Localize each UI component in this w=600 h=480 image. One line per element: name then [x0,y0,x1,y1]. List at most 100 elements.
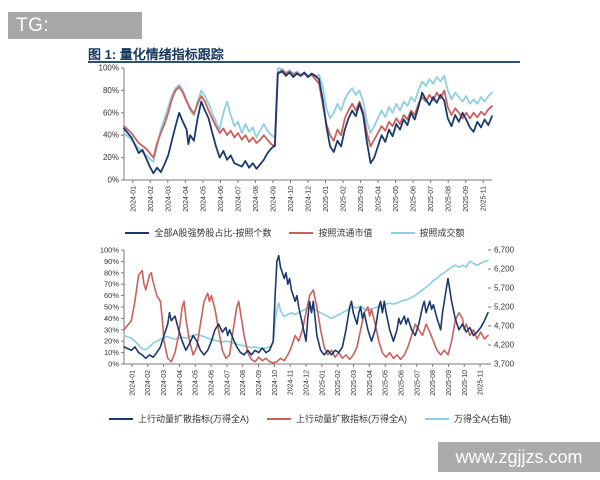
chart-2-legend: 上行动量扩散指标(万得全A) 上行动量扩散指标(万得全A) 万得全A(右轴) [80,412,540,425]
tick-label: 2025-05 [383,370,390,396]
tick-label: 2025-11 [481,186,488,211]
telegram-watermark-badge: TG: MYYJJPP [8,12,142,63]
tick-label: 2024-03 [165,186,172,212]
legend-label: 上行动量扩散指标(万得全A) [138,414,249,424]
legend-item-by-count: 全部A股强势股占比-按照个数 [125,226,271,239]
tick-label: 2024-07 [224,370,231,396]
tick-label: 2024-09 [256,370,263,396]
figure-title: 图 1: 量化情绪指标跟踪 [88,47,224,62]
tick-label: 4,700 [494,322,515,331]
tick-label: 2024-08 [240,370,247,396]
tick-label: 2025-01 [319,370,326,396]
red-line-swatch [267,417,291,420]
lightblue-line-swatch [425,417,449,420]
red-line-swatch [289,231,314,234]
tick-label: 2025-09 [446,370,453,396]
tick-label: 60% [103,108,119,117]
tick-label: 2024-04 [183,186,190,212]
tick-label: 2025-03 [358,186,365,212]
tick-label: 4,200 [494,341,515,350]
tick-label: 90% [104,257,119,266]
tick-label: 70% [104,280,119,289]
tick-label: 2024-04 [177,370,184,396]
tick-label: 60% [104,291,119,300]
tick-label: 50% [104,303,119,312]
chart-momentum-diffusion: 100% 90% 80% 70% 60% 50% 40% 30% 20% 10% 0% 6,700 6,… [90,246,540,408]
chart-svg: 100% 90% 80% 70% 60% 50% 40% 30% 20% 10% 0% 6,700 6,… [100,246,515,396]
tick-label: 2024-05 [193,370,200,396]
tick-label: 2025-08 [446,186,453,212]
legend-item-by-float-cap: 按照流通市值 [289,226,373,239]
legend-item-momentum-red: 上行动量扩散指标(万得全A) [267,412,407,425]
tick-label: 2025-11 [478,370,485,395]
tick-label: 2024-11 [288,370,295,395]
tick-label: 2025-07 [414,370,421,396]
tick-label: 2025-04 [367,370,374,396]
tick-label: 10% [104,348,119,357]
navy-line-swatch [109,417,133,420]
tick-label: 2024-02 [148,186,155,212]
lightblue-line-swatch [390,231,415,234]
tick-label: 2024-10 [272,370,279,396]
tick-label: 2025-08 [430,370,437,396]
tick-label: 2024-10 [288,186,295,212]
tick-label: 80% [103,86,119,95]
tick-label: 5,700 [494,284,515,293]
tick-label: 5,200 [494,303,515,312]
legend-item-wind-all-a: 万得全A(右轴) [425,412,511,425]
website-watermark-badge: www.zgjjzs.com [438,442,600,472]
series-line-1 [123,269,489,364]
tick-label: 3,700 [494,360,515,369]
tick-label: 6,200 [494,265,515,274]
tick-label: 2024-07 [235,186,242,212]
series-line-2 [123,70,493,175]
tick-label: 2025-07 [428,186,435,212]
tick-label: 100% [99,64,119,73]
tick-label: 2024-02 [145,370,152,396]
legend-label: 全部A股强势股占比-按照个数 [154,228,272,238]
tick-label: 2024-12 [304,370,311,396]
tick-label: 2025-10 [462,370,469,396]
tick-label: 40% [103,131,119,140]
legend-label: 按照成交额 [419,228,465,238]
tick-label: 2024-06 [209,370,216,396]
legend-label: 按照流通市值 [318,228,373,238]
legend-label: 万得全A(右轴) [454,414,511,424]
tick-label: 30% [104,325,119,334]
series-line-1 [123,69,493,159]
chart-strong-stock-ratio: 100% 80% 60% 40% 20% 0% 2024-01 2024-02 2024-03 2… [90,64,500,224]
tick-label: 2025-03 [351,370,358,396]
series-line-2 [123,254,489,360]
tick-label: 2024-09 [270,186,277,212]
tick-label: 2025-04 [376,186,383,212]
tick-label: 2024-08 [253,186,260,212]
tick-label: 20% [103,153,119,162]
tick-label: 2024-06 [218,186,225,212]
tick-label: 2025-09 [463,186,470,212]
navy-line-swatch [125,231,150,234]
legend-label: 上行动量扩散指标(万得全A) [296,414,407,424]
chart-svg: 100% 80% 60% 40% 20% 0% 2024-01 2024-02 2024-03 2… [99,64,493,212]
tick-label: 2025-06 [411,186,418,212]
tick-label: 80% [104,268,119,277]
tick-label: 2025-06 [398,370,405,396]
tick-label: 2024-01 [129,370,136,396]
tick-label: 2024-03 [161,370,168,396]
tick-label: 0% [108,360,119,369]
tick-label: 2025-01 [323,186,330,212]
tick-label: 2024-01 [130,186,137,212]
legend-item-momentum-navy: 上行动量扩散指标(万得全A) [109,412,249,425]
chart-1-legend: 全部A股强势股占比-按照个数 按照流通市值 按照成交额 [90,226,500,239]
tick-label: 2025-05 [393,186,400,212]
tick-label: 2024-12 [306,186,313,212]
legend-item-by-turnover: 按照成交额 [390,226,465,239]
tick-label: 2025-02 [341,186,348,212]
tick-label: 6,700 [494,246,515,255]
title-divider [88,61,520,63]
tick-label: 2025-02 [335,370,342,396]
tick-label: 2024-05 [200,186,207,212]
tick-label: 40% [104,314,119,323]
tick-label: 100% [100,246,120,255]
tick-label: 0% [107,176,119,185]
